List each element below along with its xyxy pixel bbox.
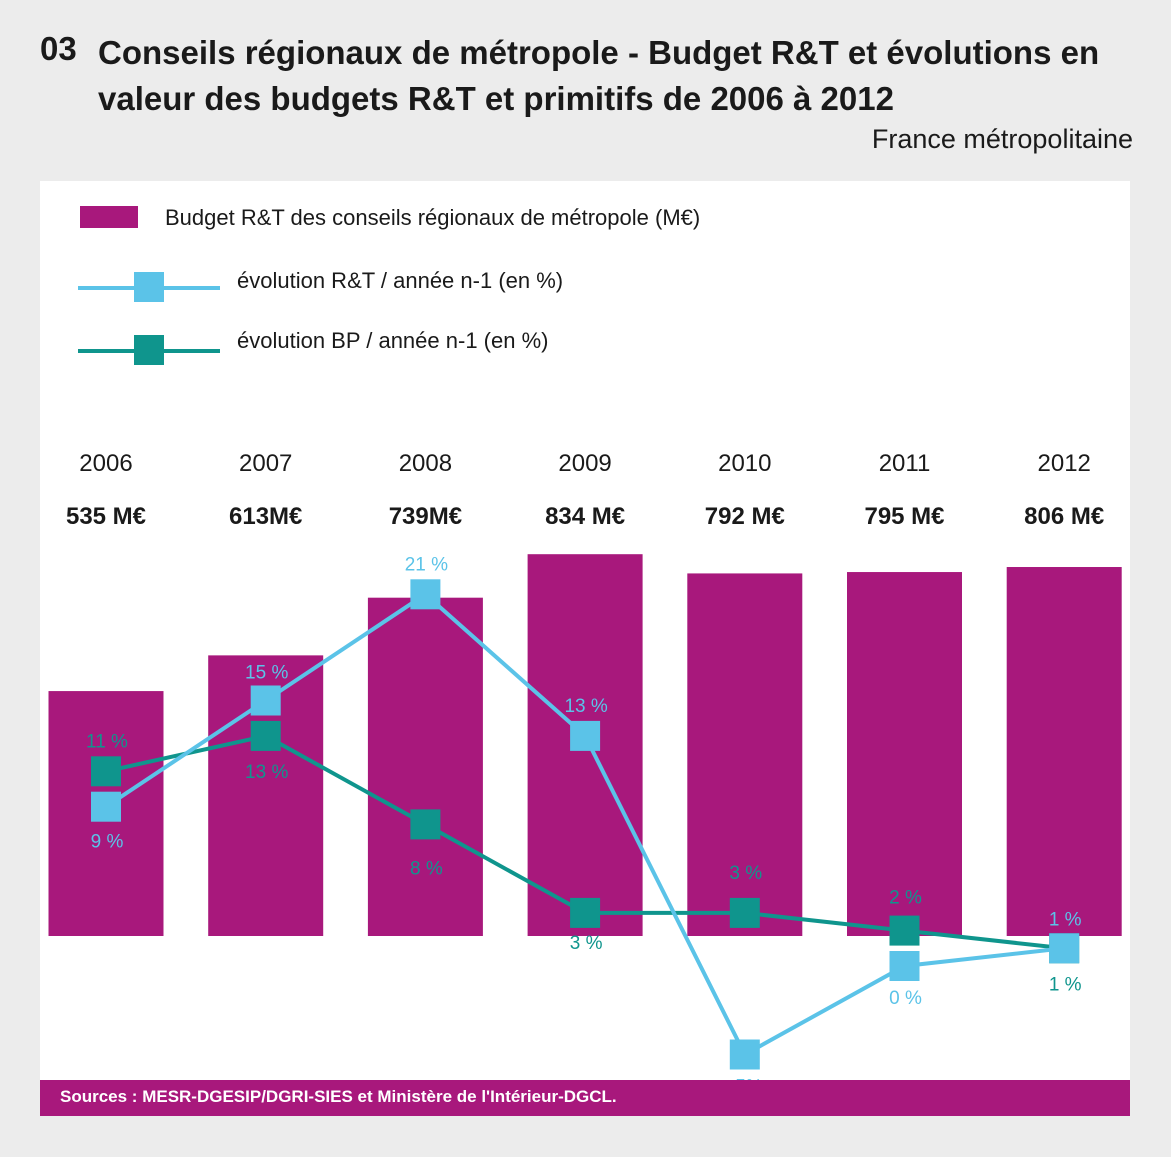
budget-label-2012: 806 M€ [1024,503,1104,530]
bar-2008 [367,597,483,936]
budget-label-2006: 535 M€ [66,503,146,530]
legend-bp-marker [134,335,164,365]
budget-label-2010: 792 M€ [705,503,785,530]
rt-marker-2010 [729,1039,760,1070]
sources-bar: Sources : MESR-DGESIP/DGRI-SIES et Minis… [40,1080,1130,1116]
rt-label-2007: 15 % [245,663,288,684]
chart-title: Conseils régionaux de métropole - Budget… [98,34,1100,117]
legend-rt-label: évolution R&T / année n-1 (en %) [237,268,563,293]
year-label-2007: 2007 [239,450,292,477]
rt-label-2006: 9 % [91,832,124,853]
rt-marker-2009 [570,720,601,751]
budget-label-2008: 739M€ [389,503,462,530]
rt-label-2009: 13 % [564,696,607,717]
rt-label-2010: -5% [729,1077,763,1082]
budget-labels: 535 M€ 613M€ 739M€ 834 M€ 792 M€ 795 M€ 806 M€ [66,503,1104,530]
bp-marker-2006 [91,756,121,787]
rt-marker-2011 [889,951,920,981]
rt-label-2011: 0 % [889,988,922,1009]
chart-panel: Budget R&T des conseils régionaux de mét… [40,181,1130,1116]
year-label-2011: 2011 [879,450,931,477]
bp-label-2010: 3 % [729,863,762,884]
year-label-2008: 2008 [399,450,452,477]
legend-rt-marker [134,272,164,302]
year-label-2006: 2006 [79,450,132,477]
bp-marker-2011 [889,915,920,946]
legend-bar-swatch [80,206,138,228]
bar-2012 [1006,567,1122,936]
year-labels: 2006 2007 2008 2009 2010 2011 2012 [79,450,1091,477]
bp-marker-2008 [410,809,441,840]
bar-2010 [687,573,803,936]
budget-label-2007: 613M€ [229,503,302,530]
rt-marker-2012 [1049,933,1080,964]
sources-text: Sources : MESR-DGESIP/DGRI-SIES et Minis… [60,1087,617,1106]
chart-scope: France métropolitaine [871,124,1133,154]
rt-marker-2008 [410,579,441,610]
bp-label-2009: 3 % [570,933,603,954]
bp-marker-2009 [570,897,601,928]
bp-marker-2010 [729,897,760,928]
bp-label-2008: 8 % [410,858,443,879]
bp-label-2011: 2 % [889,888,922,909]
budget-label-2009: 834 M€ [545,503,625,530]
chart-svg: Budget R&T des conseils régionaux de mét… [48,205,1122,1081]
bp-label-2012: 1 % [1049,974,1082,995]
figure-number: 03 [40,30,77,67]
legend-bar-label: Budget R&T des conseils régionaux de mét… [165,205,700,230]
bp-marker-2007 [250,720,281,751]
budget-label-2011: 795 M€ [864,503,944,530]
legend-bp-label: évolution BP / année n-1 (en %) [237,328,548,353]
rt-label-2008: 21 % [405,554,448,575]
bar-2011 [847,572,962,936]
rt-marker-2007 [250,685,281,716]
year-label-2009: 2009 [558,450,611,477]
year-label-2012: 2012 [1038,450,1091,477]
legend: Budget R&T des conseils régionaux de mét… [78,205,700,365]
rt-marker-2006 [91,791,121,822]
rt-label-2012: 1 % [1049,909,1082,930]
bp-label-2006: 11 % [86,731,128,752]
year-label-2010: 2010 [718,450,771,477]
rt-series: 9 % 15 % 21 % 13 % -5% 0 % 1 % [91,554,1082,1081]
bp-label-2007: 13 % [245,762,288,783]
